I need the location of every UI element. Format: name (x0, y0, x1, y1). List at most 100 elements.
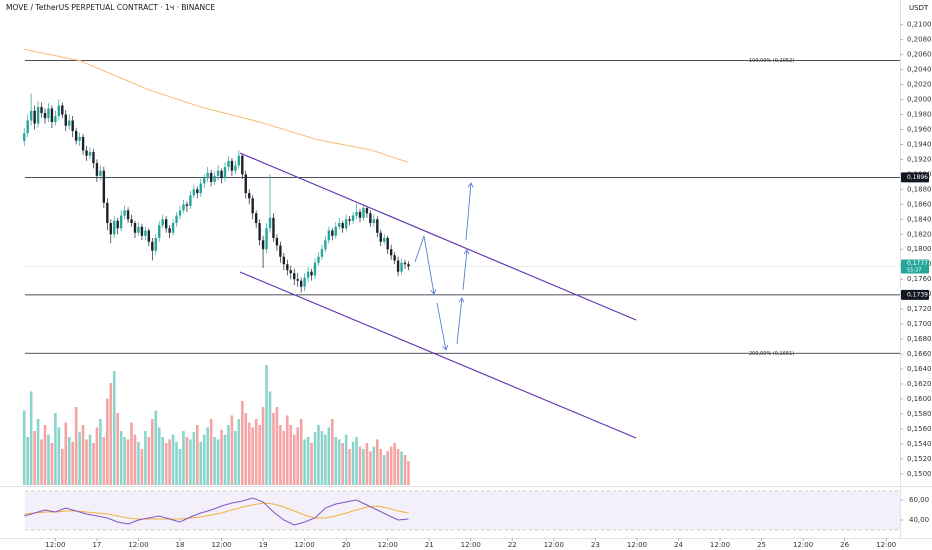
axis-unit: USDT (909, 4, 929, 12)
candle-body (147, 230, 151, 242)
volume-bar (130, 422, 133, 485)
volume-bar (362, 449, 365, 485)
last-price-box (901, 259, 929, 274)
volume-bar (379, 449, 383, 485)
volume-bar (137, 441, 140, 485)
candle-body (88, 151, 92, 156)
x-tick-label: 23 (591, 541, 600, 549)
volume-bar (202, 434, 206, 485)
rsi-ma-line (24, 502, 409, 520)
candle-body (344, 219, 348, 229)
candle-body (389, 249, 393, 256)
y-tick-label: 0,1620 (907, 380, 932, 388)
y-tick-label: 0,1980 (907, 111, 932, 119)
y-tick-label: 0,2020 (907, 81, 932, 89)
volume-bar (189, 439, 192, 485)
volume-bar (317, 425, 320, 485)
volume-bar (209, 419, 213, 485)
volume-bar (22, 410, 26, 485)
volume-bar (254, 419, 258, 485)
x-tick-label: 17 (92, 541, 101, 549)
candle-body (393, 255, 396, 261)
candle-body (348, 219, 351, 221)
candle-body (303, 277, 306, 287)
candle-body (109, 223, 112, 235)
candle-body (154, 238, 157, 251)
y-tick-label: 0,2100 (907, 21, 932, 29)
x-tick-label: 12:00 (876, 541, 896, 549)
volume-bar (247, 422, 251, 485)
candle-body (331, 230, 334, 236)
level-box-label: 0,1896 (907, 174, 928, 181)
candle-body (220, 170, 223, 179)
candle-body (196, 189, 199, 194)
volume-bar (157, 427, 161, 485)
volume-bar (102, 437, 106, 485)
candle-body (71, 120, 74, 131)
y-tick-label: 0,1680 (907, 335, 932, 343)
candle-body (47, 108, 50, 119)
volume-bar (196, 425, 199, 485)
volume-bar (351, 441, 355, 485)
candle-body (50, 108, 54, 122)
volume-bar (164, 443, 168, 485)
x-tick-label: 12:00 (128, 541, 148, 549)
candle-body (268, 217, 272, 229)
volume-bar (227, 425, 230, 485)
volume-bar (251, 427, 254, 485)
volume-bar (292, 434, 296, 485)
volume-bar (279, 425, 282, 485)
candle-body (265, 228, 268, 250)
candle-body (299, 280, 303, 287)
candle-body (199, 183, 202, 194)
y-tick-label: 0,1560 (907, 425, 932, 433)
volume-bar (393, 443, 396, 485)
volume-bar (29, 391, 33, 485)
candle-body (379, 232, 382, 242)
volume-bar (133, 434, 137, 485)
candle-body (279, 245, 282, 257)
volume-bar (33, 431, 36, 485)
volume-bar (36, 419, 40, 485)
x-tick-label: 12:00 (295, 541, 315, 549)
volume-bar (396, 449, 400, 485)
candle-body (126, 210, 130, 220)
candle-body (168, 228, 171, 233)
level-box (901, 289, 929, 300)
volume-bar (175, 441, 178, 485)
rsi-band (25, 491, 900, 530)
volume-bar (71, 441, 74, 485)
candle-body (175, 215, 178, 224)
candle-body (57, 105, 61, 117)
y-tick-label: 0,1860 (907, 200, 932, 208)
x-tick-label: 26 (840, 541, 849, 549)
chart-title: MOVE / TetherUS PERPETUAL CONTRACT · 1ч … (6, 3, 215, 12)
volume-bar (331, 419, 334, 485)
y-tick-label: 0,1520 (907, 455, 932, 463)
candle-body (237, 155, 241, 166)
volume-bar (355, 437, 358, 485)
volume-bar (81, 425, 85, 485)
candle-body (151, 241, 154, 251)
candle-body (29, 110, 33, 121)
candle-body (158, 225, 161, 239)
volume-bar (272, 413, 275, 485)
volume-bar (403, 455, 407, 485)
candle-body (182, 204, 185, 211)
y-tick-label: 0,1580 (907, 410, 932, 418)
candle-body (206, 172, 209, 179)
candle-body (258, 223, 261, 241)
volume-bar (261, 407, 265, 485)
volume-bar (407, 461, 410, 485)
candle-body (338, 223, 341, 227)
candle-body (341, 223, 344, 229)
volume-bar (109, 383, 113, 485)
y-tick-label: 0,1640 (907, 365, 932, 373)
volume-bar (43, 425, 47, 485)
candle-body (358, 211, 362, 218)
candle-body (248, 193, 251, 199)
volume-bar (116, 413, 119, 485)
y-tick-label: 0,1880 (907, 185, 932, 193)
volume-bar (74, 407, 78, 485)
candle-body (310, 271, 313, 276)
